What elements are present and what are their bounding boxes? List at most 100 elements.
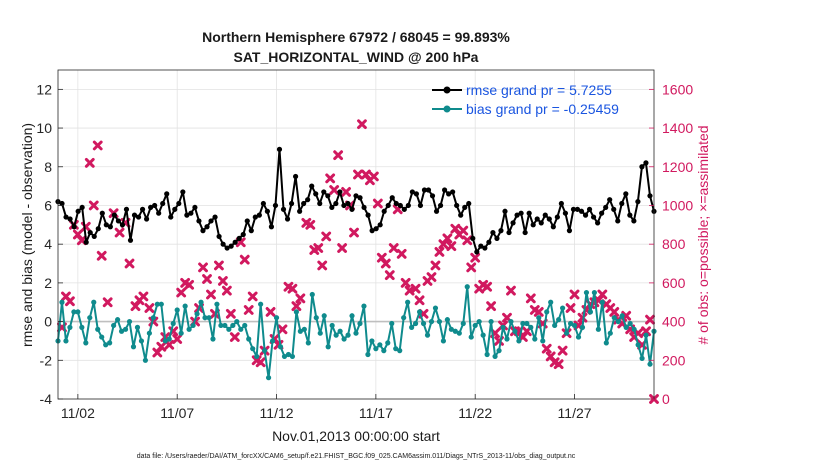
obs-point [313,243,324,253]
obs-point [458,225,469,236]
bias-point [297,328,303,334]
bias-point [516,338,522,344]
bias-point [619,313,625,319]
rmse-point [647,193,653,199]
rmse-point [377,222,383,228]
obs-point [380,258,391,269]
rmse-point [119,222,126,228]
bias-point [500,324,506,330]
rmse-point [91,233,97,240]
x-axis-label: Nov.01,2013 00:00:00 start [272,428,440,444]
rmse-point [156,210,162,216]
obs-point [357,119,367,130]
rmse-point [405,202,411,209]
bias-point [166,336,172,342]
obs-point [325,173,336,184]
obs-point [396,248,407,259]
rmse-point [627,212,633,218]
obs-point [206,289,216,300]
obs-point [525,293,536,304]
bias-point [373,346,379,352]
rmse-point [534,216,540,222]
bias-point [413,320,419,327]
rmse-point [611,206,617,212]
bias-point [635,342,641,348]
bias-point [389,320,395,327]
rmse-point [474,249,480,255]
y-left-tick-label: 10 [36,120,52,136]
obs-point [569,289,580,300]
obs-point [114,227,125,238]
obs-point [214,260,224,271]
bias-point [301,326,307,332]
rmse-point [59,200,65,207]
bias-point [262,348,268,354]
rmse-point [192,204,198,211]
rmse-point [526,210,532,216]
bias-point [583,289,590,296]
bias-point [154,301,160,307]
rmse-point [313,191,319,197]
rmse-point [582,212,589,218]
rmse-point [317,200,323,207]
bias-point [607,330,613,336]
rmse-point [574,206,581,212]
bias-point [548,299,554,305]
y-left-tick-label: 0 [44,314,52,330]
bias-point [63,338,69,344]
obs-point [202,274,212,284]
rmse-point [506,229,512,236]
obs-point [84,157,95,168]
bias-point [492,353,498,360]
bias-point [456,330,462,336]
rmse-point [518,210,524,216]
rmse-point [139,206,146,212]
rmse-point [429,193,436,199]
rmse-point [115,218,122,224]
rmse-point [498,228,504,234]
rmse-point [603,204,609,211]
y-left-tick-label: 6 [44,197,52,213]
bias-point [552,322,558,329]
obs-point [486,301,496,312]
bias-point [496,348,502,354]
rmse-point [152,202,158,209]
rmse-point [236,235,242,241]
bias-point [337,328,343,334]
bias-point [579,324,586,330]
rmse-point [79,204,85,211]
obs-point [265,307,276,317]
bias-series [55,284,657,381]
rmse-point [546,216,552,222]
rmse-point [208,218,214,224]
rmse-point [607,197,613,203]
rmse-point [550,224,556,230]
obs-point [156,341,167,352]
rmse-point [615,218,621,224]
rmse-point [256,212,262,218]
rmse-point [389,195,395,201]
obs-point [295,293,306,304]
bias-point [178,330,184,336]
obs-point [176,287,187,298]
x-tick-label: 11/27 [558,405,592,421]
obs-point [277,324,288,335]
rmse-point [200,228,206,234]
rmse-point [554,214,560,220]
rmse-point [143,216,150,222]
rmse-point [381,208,387,214]
obs-point [442,233,453,244]
obs-point [372,198,383,209]
legend: rmse grand pr = 5.7255 bias grand pr = -… [432,82,619,117]
rmse-point [530,222,536,228]
obs-point [333,150,344,161]
bias-point [595,326,601,332]
legend-bias-label: bias grand pr = -0.25459 [466,101,619,117]
rmse-point [502,208,508,214]
legend-bias-marker [443,105,451,113]
rmse-point [425,187,432,193]
bias-point [357,320,363,327]
rmse-point [490,229,496,236]
bias-point [250,346,256,352]
bias-point [83,340,89,346]
